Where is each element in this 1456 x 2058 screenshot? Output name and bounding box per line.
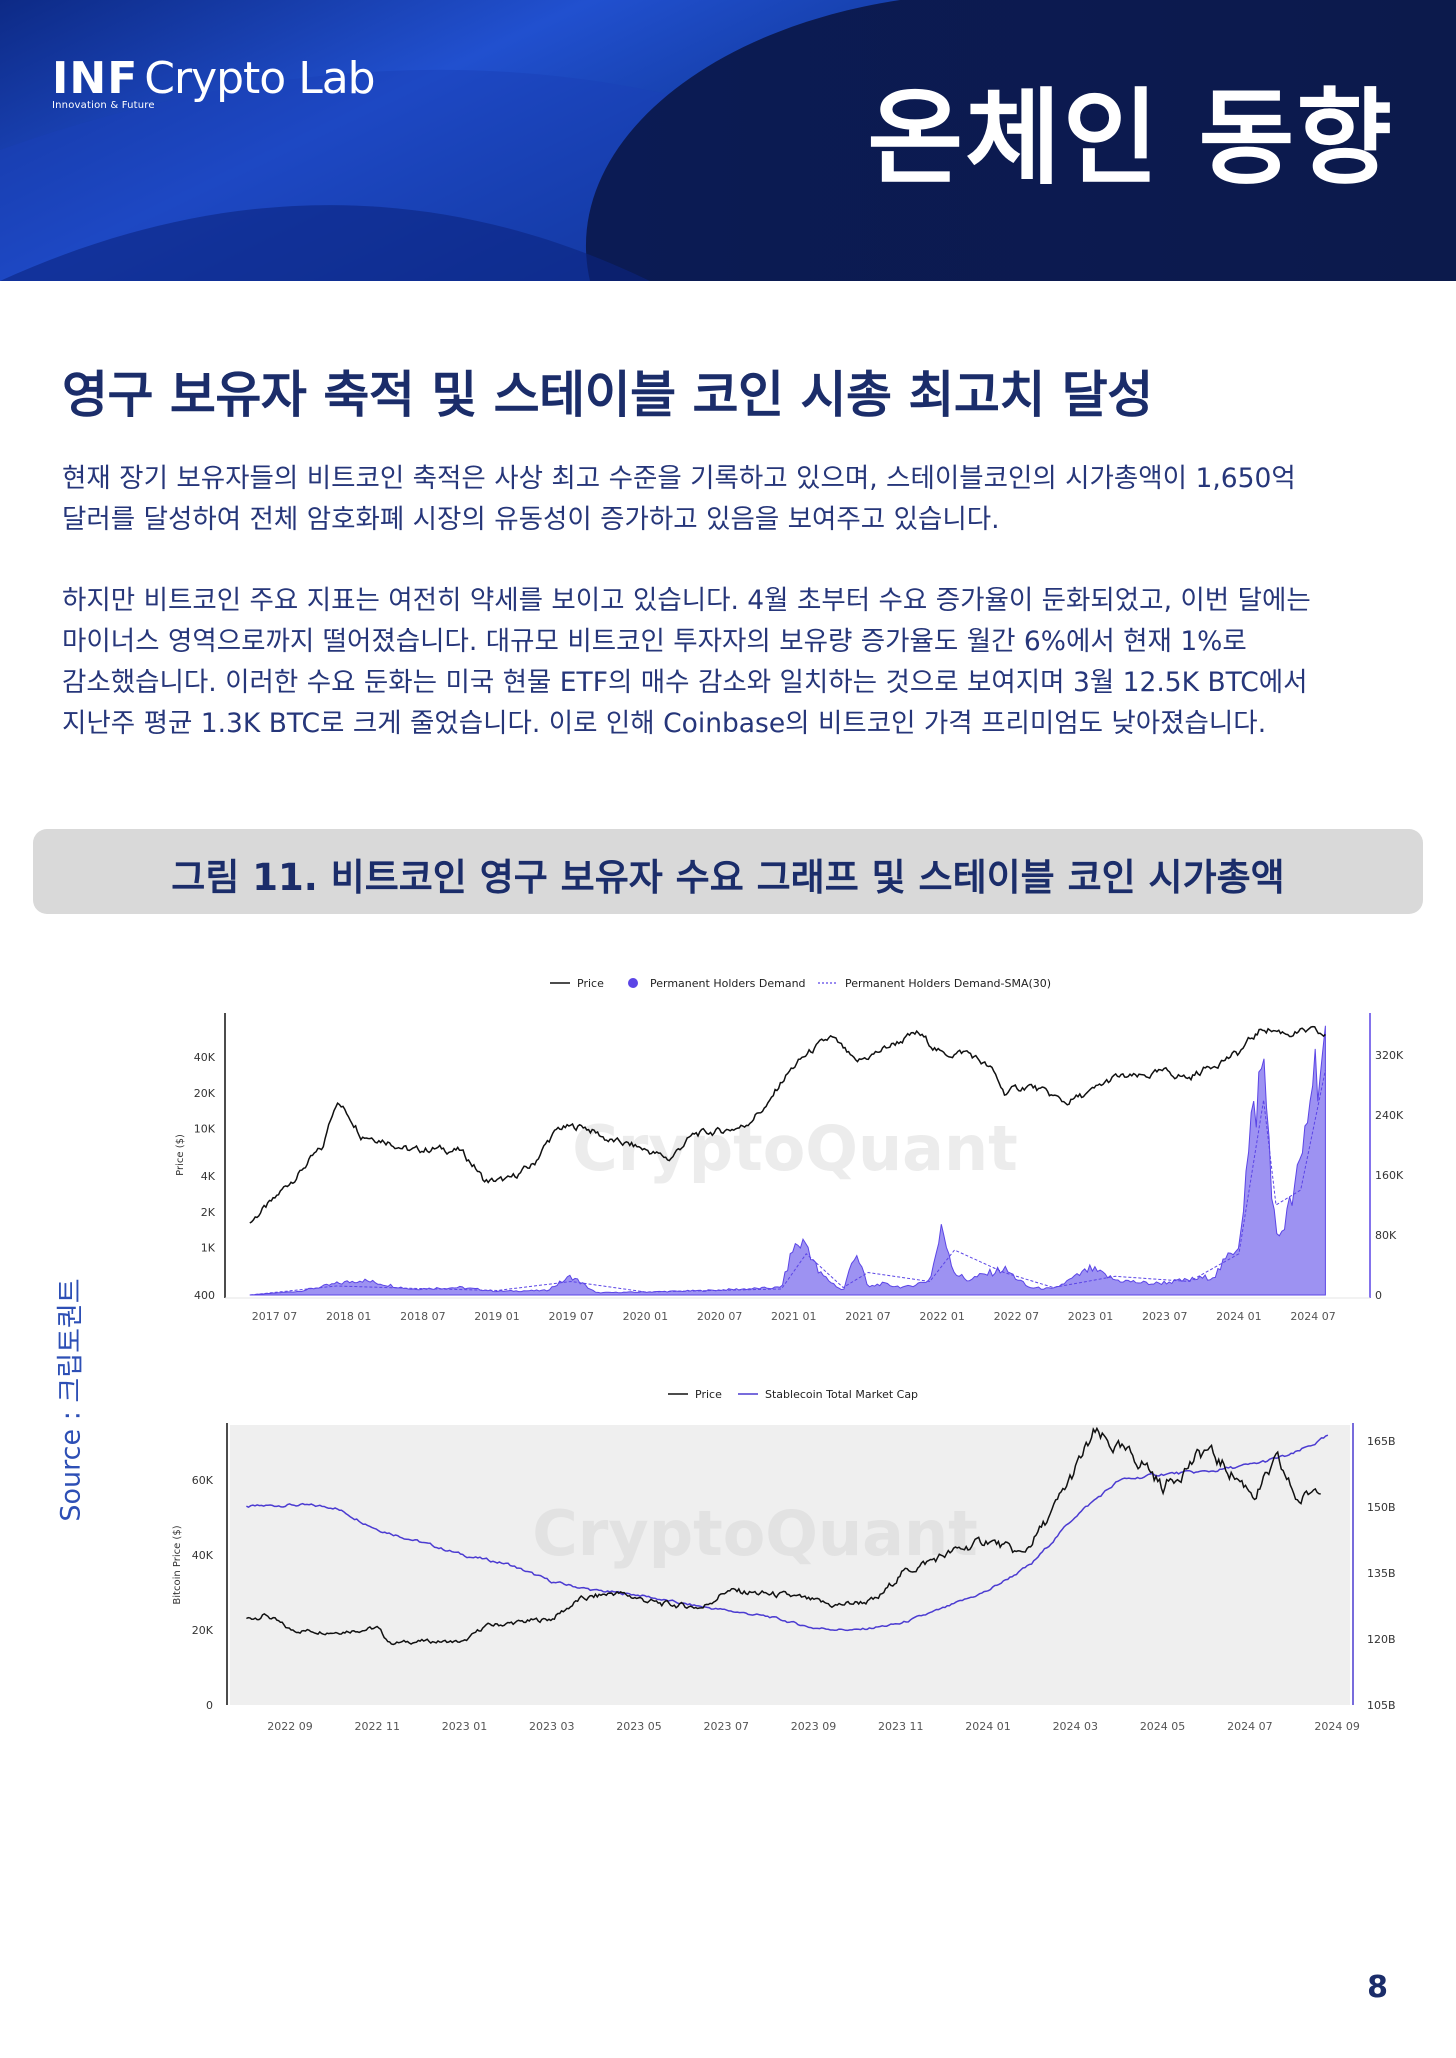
x-tick-label: 2024 03 [1053,1720,1099,1733]
legend-sma-label: Permanent Holders Demand-SMA(30) [845,977,1051,990]
figure-title: 그림 11. 비트코인 영구 보유자 수요 그래프 및 스테이블 코인 시가총액 [171,856,1285,899]
x-tick-label: 2022 01 [919,1310,965,1323]
y-right-tick-label: 0 [1375,1289,1382,1302]
x-tick-label: 2022 07 [994,1310,1040,1323]
x-tick-label: 2023 01 [1068,1310,1114,1323]
paragraph-line: 감소했습니다. 이러한 수요 둔화는 미국 현물 ETF의 매수 감소와 일치하… [62,667,1308,698]
y-right-tick-label: 160K [1375,1169,1404,1182]
price-line [246,1426,1321,1646]
chart-watermark: CryptoQuant [532,1497,978,1570]
legend-price-label: Price [577,977,604,990]
x-tick-label: 2023 01 [442,1720,488,1733]
y-right-tick-label: 105B [1367,1699,1396,1712]
header-background [0,0,1456,281]
section-title: 온체인 동향 [867,77,1394,199]
y-left-tick-label: 20K [194,1087,216,1100]
legend-demand-swatch [628,978,638,988]
paragraph-line: 현재 장기 보유자들의 비트코인 축적은 사상 최고 수준을 기록하고 있으며,… [62,463,1296,494]
y-left-tick-label: 20K [192,1624,214,1637]
y-left-tick-label: 2K [201,1206,216,1219]
article-heading: 영구 보유자 축적 및 스테이블 코인 시총 최고치 달성 [62,366,1153,424]
y-right-tick-label: 80K [1375,1229,1397,1242]
y-right-tick-label: 165B [1367,1435,1396,1448]
y-right-tick-label: 135B [1367,1567,1396,1580]
x-tick-label: 2020 01 [623,1310,669,1323]
y-left-tick-label: 400 [194,1289,215,1302]
x-tick-label: 2024 01 [965,1720,1011,1733]
paragraph-1: 현재 장기 보유자들의 비트코인 축적은 사상 최고 수준을 기록하고 있으며,… [62,458,1412,540]
figure-title-bar: 그림 11. 비트코인 영구 보유자 수요 그래프 및 스테이블 코인 시가총액 [33,829,1423,914]
company-logo: INF Crypto Lab Innovation & Future [52,53,376,112]
y-right-tick-label: 120B [1367,1633,1396,1646]
page-header: INF Crypto Lab Innovation & Future 온체인 동향 [0,0,1456,281]
y-left-axis-title: Bitcoin Price ($) [172,1525,183,1604]
logo-tagline: Innovation & Future [52,100,155,111]
paragraph-line: 하지만 비트코인 주요 지표는 여전히 약세를 보이고 있습니다. 4월 초부터… [62,585,1311,616]
x-tick-label: 2017 07 [252,1310,298,1323]
y-left-tick-label: 4K [201,1170,216,1183]
demand-sma-line [249,1069,1326,1296]
x-tick-label: 2023 07 [1142,1310,1188,1323]
paragraph-2: 하지만 비트코인 주요 지표는 여전히 약세를 보이고 있습니다. 4월 초부터… [62,580,1412,744]
stablecoin-market-cap-chart: Price Stablecoin Total Market Cap CryptoQu… [172,1388,1405,1733]
x-tick-label: 2022 09 [267,1720,313,1733]
stablecoin-market-cap-line [246,1434,1329,1632]
x-tick-label: 2023 09 [791,1720,837,1733]
legend-demand-label: Permanent Holders Demand [650,977,806,990]
x-tick-label: 2024 07 [1290,1310,1336,1323]
chart-watermark: CryptoQuant [572,1112,1018,1185]
x-tick-label: 2024 01 [1216,1310,1262,1323]
permanent-holders-demand-chart: Price Permanent Holders Demand Permanent H… [175,977,1404,1323]
price-line [249,1025,1326,1224]
x-tick-label: 2023 11 [878,1720,924,1733]
y-left-tick-label: 40K [194,1051,216,1064]
x-tick-label: 2024 05 [1140,1720,1186,1733]
paragraph-line: 마이너스 영역으로까지 떨어졌습니다. 대규모 비트코인 투자자의 보유량 증가… [62,626,1247,657]
y-right-axis-title: Stablecoin Market Cap ($) [1404,1500,1405,1630]
x-tick-label: 2020 07 [697,1310,743,1323]
x-tick-label: 2021 01 [771,1310,817,1323]
legend-price-label: Price [695,1388,722,1401]
x-tick-label: 2019 07 [548,1310,594,1323]
source-label: Source : 크립토퀀트 [55,1278,87,1522]
x-tick-label: 2019 01 [474,1310,520,1323]
x-tick-label: 2023 05 [616,1720,662,1733]
x-tick-label: 2022 11 [355,1720,401,1733]
y-left-tick-label: 10K [194,1123,216,1136]
x-tick-label: 2024 09 [1314,1720,1360,1733]
y-left-axis-title: Price ($) [175,1134,186,1176]
x-tick-label: 2023 07 [704,1720,750,1733]
y-left-tick-label: 1K [201,1242,216,1255]
x-tick-label: 2018 07 [400,1310,446,1323]
plot-background [230,1425,1350,1705]
y-right-tick-label: 320K [1375,1049,1404,1062]
y-left-tick-label: 40K [192,1549,214,1562]
paragraph-line: 달러를 달성하여 전체 암호화폐 시장의 유동성이 증가하고 있음을 보여주고 … [62,504,1000,535]
x-tick-label: 2021 07 [845,1310,891,1323]
y-left-tick-label: 0 [206,1699,213,1712]
paragraph-line: 지난주 평균 1.3K BTC로 크게 줄었습니다. 이로 인해 Coinbas… [62,708,1267,739]
y-left-tick-label: 60K [192,1474,214,1487]
x-tick-label: 2018 01 [326,1310,372,1323]
legend-stablecoin-label: Stablecoin Total Market Cap [765,1388,918,1401]
x-tick-label: 2024 07 [1227,1720,1273,1733]
logo-name: Crypto Lab [144,53,375,104]
logo-mark: INF [52,53,139,104]
y-right-tick-label: 150B [1367,1501,1396,1514]
x-tick-label: 2023 03 [529,1720,575,1733]
y-right-tick-label: 240K [1375,1109,1404,1122]
page-number: 8 [1367,1970,1388,2005]
